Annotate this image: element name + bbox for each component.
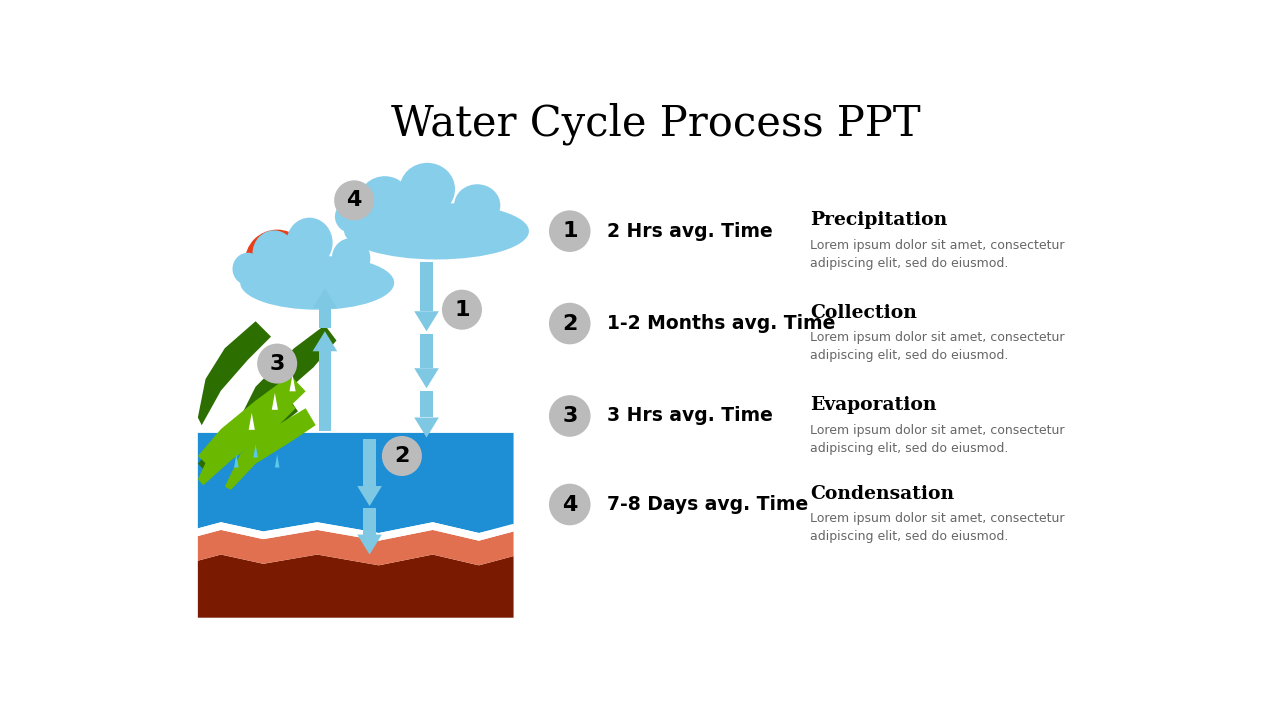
Text: Water Cycle Process PPT: Water Cycle Process PPT <box>392 102 920 145</box>
Polygon shape <box>271 393 278 410</box>
Polygon shape <box>253 444 257 457</box>
Text: 2: 2 <box>394 446 410 466</box>
Circle shape <box>549 484 590 526</box>
Text: Evaporation: Evaporation <box>810 396 937 414</box>
Text: Lorem ipsum dolor sit amet, consectetur
adipiscing elit, sed do eiusmod.: Lorem ipsum dolor sit amet, consectetur … <box>810 239 1065 270</box>
Polygon shape <box>198 530 513 565</box>
Polygon shape <box>248 413 255 430</box>
Ellipse shape <box>399 163 454 215</box>
Polygon shape <box>312 331 337 351</box>
Text: 2: 2 <box>562 313 577 333</box>
Polygon shape <box>198 395 298 472</box>
Text: Collection: Collection <box>810 304 916 322</box>
Polygon shape <box>357 486 381 506</box>
Text: 1-2 Months avg. Time: 1-2 Months avg. Time <box>607 314 835 333</box>
Text: Precipitation: Precipitation <box>810 212 947 230</box>
Polygon shape <box>415 418 439 438</box>
Text: 3: 3 <box>562 406 577 426</box>
Ellipse shape <box>358 176 411 225</box>
Polygon shape <box>198 375 306 465</box>
Circle shape <box>549 303 590 344</box>
Text: 1: 1 <box>562 221 577 241</box>
Ellipse shape <box>344 203 529 259</box>
Polygon shape <box>420 262 433 311</box>
Text: 7-8 Days avg. Time: 7-8 Days avg. Time <box>607 495 808 514</box>
Text: Lorem ipsum dolor sit amet, consectetur
adipiscing elit, sed do eiusmod.: Lorem ipsum dolor sit amet, consectetur … <box>810 423 1065 454</box>
Ellipse shape <box>287 217 333 268</box>
Polygon shape <box>198 554 513 618</box>
Text: Condensation: Condensation <box>810 485 954 503</box>
Polygon shape <box>289 374 296 391</box>
Polygon shape <box>357 534 381 554</box>
Polygon shape <box>420 334 433 368</box>
Circle shape <box>381 436 422 476</box>
Ellipse shape <box>454 184 500 226</box>
Polygon shape <box>420 391 433 418</box>
Circle shape <box>334 180 374 220</box>
Polygon shape <box>234 454 238 467</box>
Circle shape <box>244 230 310 294</box>
Ellipse shape <box>241 256 394 310</box>
Text: 4: 4 <box>562 495 577 515</box>
Ellipse shape <box>332 238 370 278</box>
Circle shape <box>549 210 590 252</box>
Polygon shape <box>364 508 376 534</box>
Text: 4: 4 <box>347 190 362 210</box>
Text: 2 Hrs avg. Time: 2 Hrs avg. Time <box>607 222 772 240</box>
Polygon shape <box>319 308 332 328</box>
Polygon shape <box>198 433 513 533</box>
Text: Lorem ipsum dolor sit amet, consectetur
adipiscing elit, sed do eiusmod.: Lorem ipsum dolor sit amet, consectetur … <box>810 512 1065 543</box>
Circle shape <box>442 289 483 330</box>
Polygon shape <box>415 311 439 331</box>
Polygon shape <box>233 325 337 433</box>
Polygon shape <box>198 393 296 485</box>
Polygon shape <box>319 351 332 431</box>
Circle shape <box>549 395 590 437</box>
Text: 1: 1 <box>454 300 470 320</box>
Text: 3: 3 <box>270 354 285 374</box>
Polygon shape <box>312 288 337 308</box>
Text: Lorem ipsum dolor sit amet, consectetur
adipiscing elit, sed do eiusmod.: Lorem ipsum dolor sit amet, consectetur … <box>810 331 1065 362</box>
Text: 3 Hrs avg. Time: 3 Hrs avg. Time <box>607 407 773 426</box>
Polygon shape <box>364 439 376 486</box>
Polygon shape <box>225 408 316 490</box>
Polygon shape <box>198 522 513 541</box>
Polygon shape <box>275 454 279 467</box>
Circle shape <box>257 343 297 384</box>
Polygon shape <box>198 321 271 426</box>
Ellipse shape <box>233 253 264 285</box>
Ellipse shape <box>335 199 372 233</box>
Polygon shape <box>415 368 439 388</box>
Ellipse shape <box>252 230 296 276</box>
